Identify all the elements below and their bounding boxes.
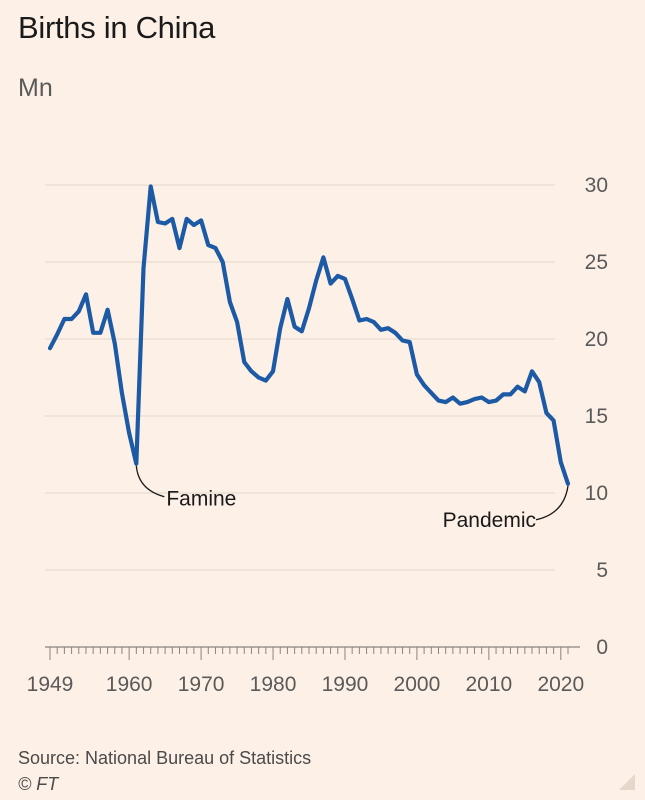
y-tick-label: 25 [585,251,608,274]
x-tick-label: 2010 [466,673,513,696]
y-tick-label: 30 [585,174,608,197]
x-tick-label: 2020 [537,673,584,696]
y-tick-label: 15 [585,405,608,428]
corner-fold-icon [619,774,635,790]
y-axis-unit-label: Mn [18,74,53,102]
credit-note: © FT [18,774,59,794]
chart-title: Births in China [18,10,216,45]
x-tick-label: 1960 [106,673,153,696]
y-tick-label: 10 [585,482,608,505]
pandemic-label: Pandemic [443,509,536,532]
y-axis: 0 5 10 15 20 25 30 [585,174,608,659]
y-tick-label: 0 [596,636,608,659]
pandemic-connector [535,485,569,521]
x-tick-label: 1970 [178,673,225,696]
x-tick-label: 1949 [27,673,74,696]
series-layer [47,184,571,486]
x-axis: 1949 1960 1970 1980 1990 2000 2010 2020 [27,646,584,696]
x-tick-label: 2000 [394,673,441,696]
y-tick-label: 5 [596,559,608,582]
series-line-births [47,184,571,486]
source-note: Source: National Bureau of Statistics [18,748,312,768]
x-tick-label: 1990 [322,673,369,696]
y-tick-label: 20 [585,328,608,351]
famine-connector [135,465,165,498]
annotations: Famine Pandemic [135,465,569,532]
famine-label: Famine [166,488,236,511]
x-tick-label: 1980 [250,673,297,696]
gridlines [45,184,555,571]
